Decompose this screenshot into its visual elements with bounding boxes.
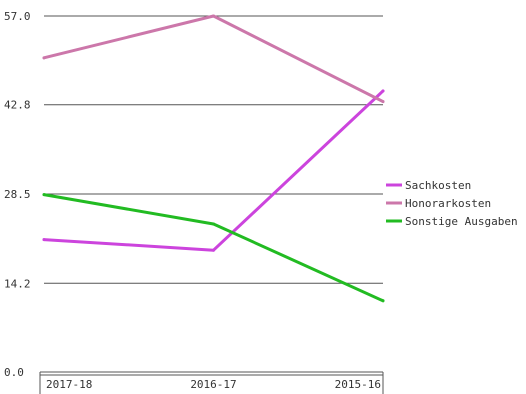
y-tick-label: 14.2 [4,277,31,290]
data-point [381,100,385,104]
x-axis: 2017-18 2016-17 2015-16 [39,371,384,394]
data-point [381,299,385,303]
data-point [212,248,215,252]
data-point [42,56,46,60]
y-tick-label: 42.8 [4,99,31,112]
data-point [212,222,215,226]
x-tick-label: 2015-16 [335,378,381,391]
y-axis-ticks: 0.0 14.2 28.5 42.8 57.0 [4,10,31,379]
legend-label: Sonstige Ausgaben [405,215,518,228]
data-point [381,89,385,93]
series-line-1 [42,14,385,104]
legend-label: Honorarkosten [405,197,491,210]
series-line-0 [42,89,385,252]
legend-label: Sachkosten [405,179,471,192]
y-tick-label: 28.5 [4,188,31,201]
legend: Sachkosten Honorarkosten Sonstige Ausgaben [386,179,518,228]
y-tick-label: 0.0 [4,366,24,379]
y-tick-label: 57.0 [4,10,31,23]
data-point [42,193,46,197]
data-point [42,238,46,242]
series-line-2 [42,193,385,303]
x-tick-label: 2016-17 [190,378,236,391]
x-tick-label: 2017-18 [46,378,92,391]
data-point [212,14,215,18]
series-lines [42,14,385,303]
